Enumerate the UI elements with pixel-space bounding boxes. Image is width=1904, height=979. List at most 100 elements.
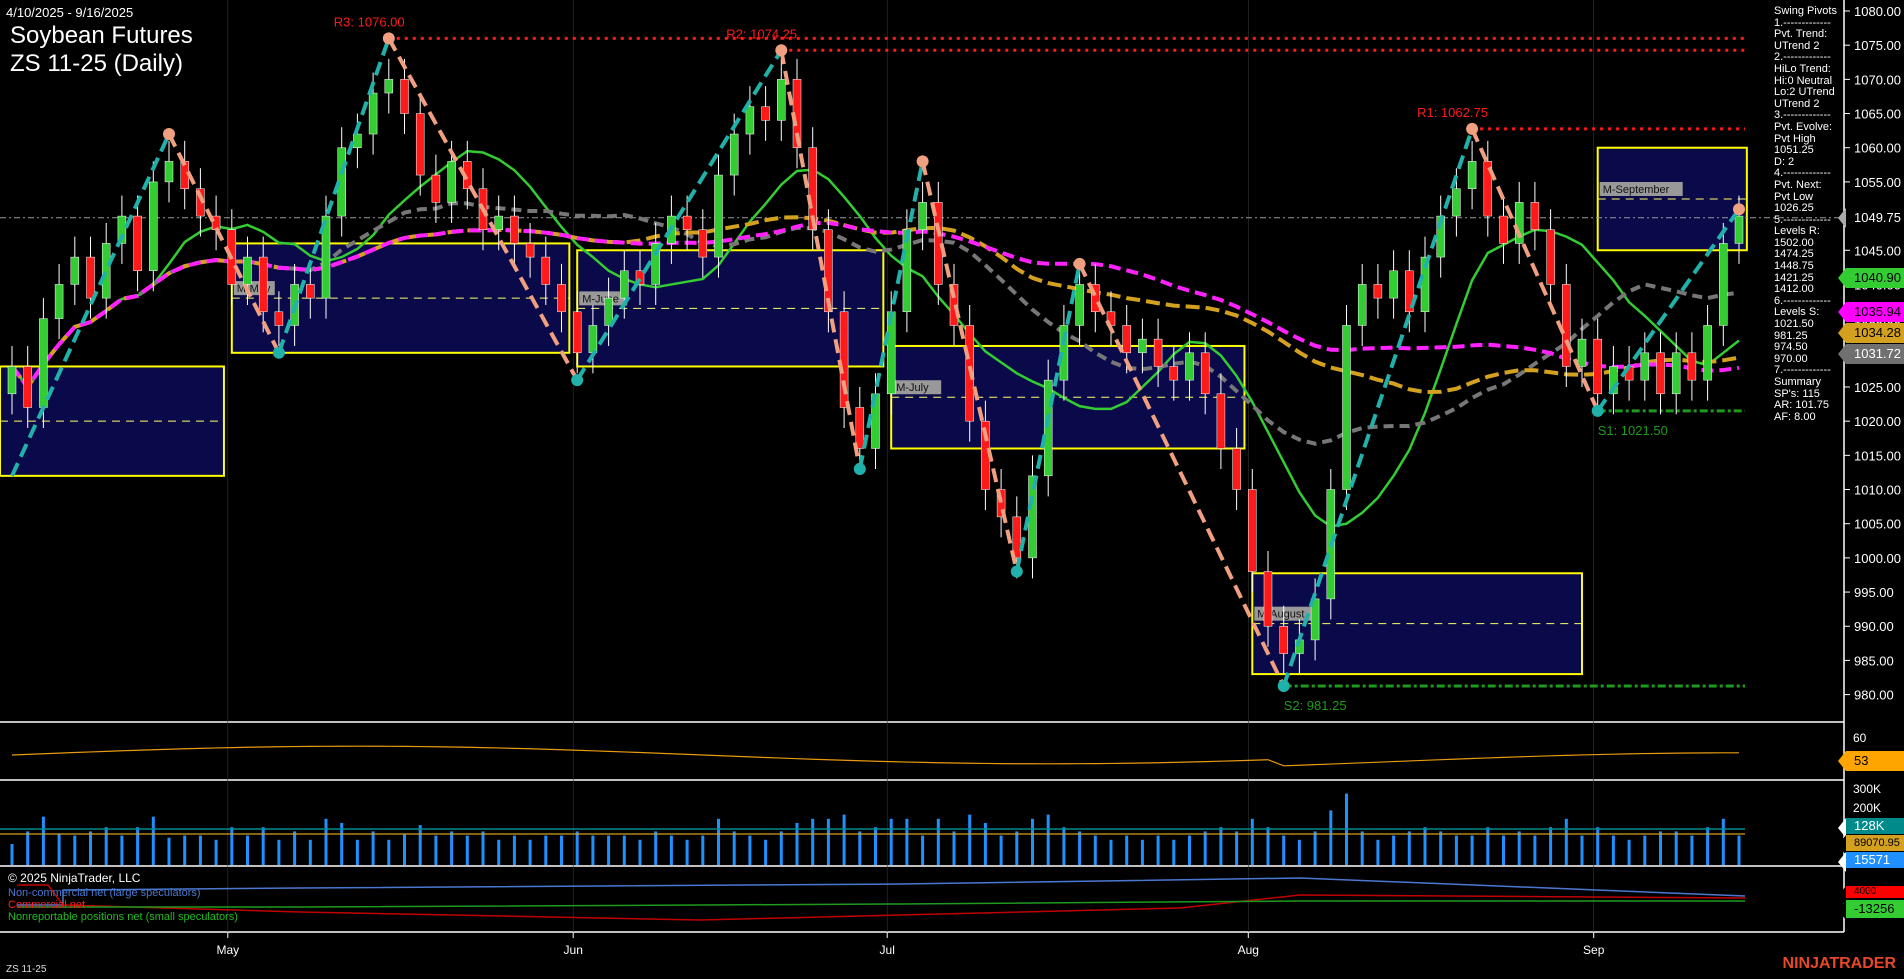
volume-bar <box>308 839 312 865</box>
info-line: HiLo Trend: <box>1774 62 1831 75</box>
swing-pivot-marker <box>775 44 788 57</box>
candle-body <box>1577 338 1587 367</box>
volume-bar <box>324 818 328 865</box>
volume-bar <box>1203 831 1207 865</box>
volume-bar <box>1706 827 1710 865</box>
candle-body <box>1091 284 1100 313</box>
candle-body <box>1263 571 1273 627</box>
candle-body <box>149 181 158 272</box>
volume-bar <box>622 835 626 865</box>
swing-zigzag-segment <box>920 160 1019 572</box>
y-tick-label: 1045.00 <box>1854 243 1901 258</box>
candle-body <box>510 215 519 244</box>
level-label: S1: 1021.50 <box>1598 423 1668 438</box>
moving-average-line <box>10 201 1740 446</box>
volume-bar <box>1156 835 1160 865</box>
candle-body <box>1609 366 1618 395</box>
footer-symbol: ZS 11-25 <box>6 964 47 975</box>
volume-bar <box>41 816 45 865</box>
x-tick-label: Aug <box>1238 943 1259 957</box>
y-tick-label: 1015.00 <box>1854 448 1901 463</box>
legend-large-speculators: Non-commercial net (large speculators) <box>8 887 201 899</box>
volume-bar <box>214 839 218 865</box>
candle-body <box>243 256 252 285</box>
candle-body <box>557 284 566 313</box>
info-line: 5.------------- <box>1774 213 1831 226</box>
candle-body <box>1452 188 1461 217</box>
swing-zigzag-segment <box>1014 263 1082 572</box>
candle-body <box>400 79 409 114</box>
info-line: 1421.25 <box>1774 271 1814 284</box>
candle-body <box>1279 625 1288 654</box>
volume-bar <box>497 839 501 865</box>
info-line: 1021.50 <box>1774 318 1814 331</box>
volume-bar <box>1140 839 1144 865</box>
info-line: 1502.00 <box>1774 236 1814 249</box>
volume-bar <box>1297 839 1301 865</box>
candle-body <box>839 311 849 408</box>
candle-body <box>651 243 660 285</box>
volume-bar <box>717 818 720 865</box>
candle-body <box>415 113 425 176</box>
volume-bar <box>905 818 909 865</box>
candle-body <box>1734 215 1744 244</box>
candle-body <box>1671 352 1681 395</box>
info-line: 974.50 <box>1774 341 1808 354</box>
x-tick-label: Jun <box>564 943 583 957</box>
volume-bar <box>73 835 77 865</box>
candle-body <box>70 256 80 285</box>
y-tick-label: 1070.00 <box>1854 72 1901 87</box>
volume-bar <box>403 833 406 865</box>
candle-body <box>714 174 723 258</box>
candle-body <box>321 215 331 299</box>
candle-body <box>368 92 378 135</box>
swing-zigzag-segment <box>575 49 784 382</box>
volume-bar <box>1266 827 1270 865</box>
candle-body <box>525 243 535 258</box>
candle-body <box>384 79 394 94</box>
candle-body <box>635 270 645 285</box>
volume-bar <box>1596 827 1600 865</box>
volume-bar <box>1125 835 1129 865</box>
volume-bar <box>151 816 155 865</box>
candle-body <box>86 256 95 299</box>
candle-body <box>1593 338 1602 395</box>
candle-body <box>117 215 127 244</box>
volume-bar <box>1015 831 1019 865</box>
volume-bar <box>607 835 611 865</box>
candle-body <box>1514 202 1524 244</box>
volume-bar <box>669 835 673 865</box>
volume-bar <box>1313 831 1317 865</box>
candle-body <box>1169 366 1179 381</box>
cot-commercial-tag: 4000 <box>1838 886 1904 906</box>
volume-bar <box>1407 831 1411 865</box>
info-line: 1448.75 <box>1774 260 1814 273</box>
y-tick-label: 1025.00 <box>1854 380 1901 395</box>
candle-body <box>1530 202 1540 231</box>
candle-body <box>604 297 613 326</box>
price-tag: 1040.90 <box>1838 268 1904 289</box>
volume-bar <box>1643 835 1647 865</box>
volume-bar <box>826 818 830 865</box>
volume-bar <box>26 831 30 865</box>
volume-bar <box>1580 835 1584 865</box>
y-tick-label: 1065.00 <box>1854 107 1901 122</box>
volume-bar <box>120 835 124 865</box>
y-tick-label: 1010.00 <box>1854 483 1901 498</box>
cot-small-spec-tag: -13256 <box>1838 900 1904 920</box>
volume-bar <box>1250 818 1254 865</box>
volume-bar <box>1454 835 1458 865</box>
info-line: Pvt High <box>1774 132 1816 145</box>
swing-pivot-marker <box>1010 565 1023 578</box>
info-line: Swing Pivots <box>1774 5 1837 17</box>
info-line: 1474.25 <box>1774 248 1814 261</box>
level-label: R3: 1076.00 <box>334 14 405 29</box>
volume-bar <box>544 835 548 865</box>
volume-bar <box>277 839 281 865</box>
swing-zigzag-segment <box>277 37 391 354</box>
candle-body <box>745 106 755 135</box>
volume-bar <box>1611 835 1615 865</box>
candle-body <box>1153 338 1163 367</box>
candle-body <box>682 215 692 231</box>
candle-body <box>1483 161 1493 217</box>
